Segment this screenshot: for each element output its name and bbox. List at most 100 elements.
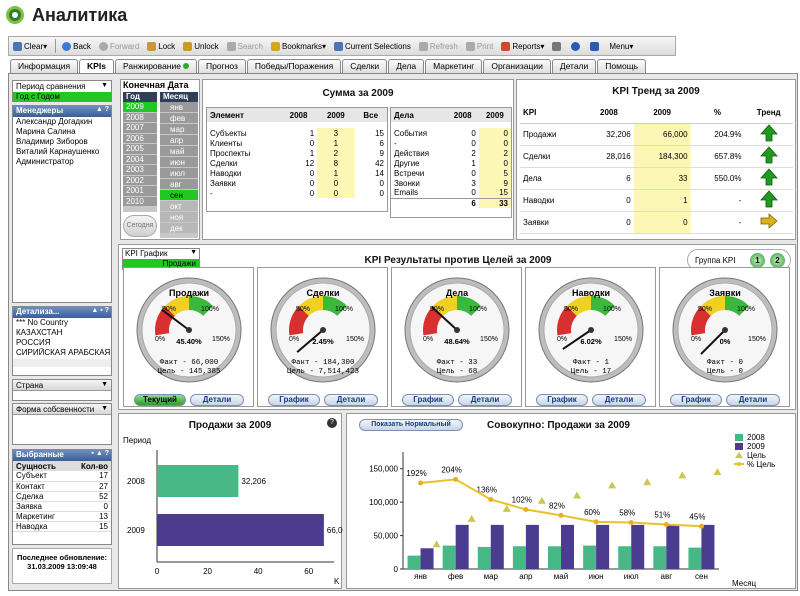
dropdown-arrow-icon[interactable]: ▼: [101, 405, 108, 412]
month-item[interactable]: ноя: [160, 212, 198, 223]
bar-2008[interactable]: [477, 546, 491, 569]
refresh-button[interactable]: Refresh: [418, 41, 458, 51]
country-listbox[interactable]: Страна ▼: [12, 379, 112, 401]
unlock-button[interactable]: Unlock: [183, 41, 219, 51]
month-item[interactable]: янв: [160, 102, 198, 113]
kpi-group-2-button[interactable]: 2: [770, 253, 785, 268]
table-row[interactable]: Сделки 12 8 42: [210, 158, 384, 168]
bar[interactable]: [157, 514, 324, 546]
table-row[interactable]: Звонки 3 9: [391, 178, 511, 188]
table-row[interactable]: Наводки 0 1 14: [210, 168, 384, 178]
gauge-chart-button[interactable]: Текущий: [134, 394, 186, 406]
manager-item[interactable]: Александр Догадкин: [16, 117, 93, 126]
bar-2008[interactable]: [618, 546, 632, 569]
table-row[interactable]: Субъекты 1 3 15: [210, 128, 384, 138]
back-button[interactable]: Back: [62, 41, 91, 51]
month-item[interactable]: июн: [160, 157, 198, 168]
manager-item[interactable]: Марина Салина: [16, 127, 76, 136]
bookmarks-button[interactable]: Bookmarks ▾: [271, 41, 326, 51]
header-controls-icon[interactable]: ▲ ▪ ?: [91, 307, 109, 314]
search-button[interactable]: Search: [226, 41, 263, 51]
year-item[interactable]: 2002: [123, 175, 157, 186]
print-button[interactable]: Print: [465, 41, 493, 51]
table-row[interactable]: Клиенты 0 1 6: [210, 138, 384, 148]
gauge-chart-button[interactable]: График: [670, 394, 722, 406]
bar[interactable]: [157, 465, 239, 497]
tab-6[interactable]: Дела: [388, 59, 425, 73]
bar-2008[interactable]: [653, 546, 667, 569]
table-row[interactable]: Проспекты 1 2 9: [210, 148, 384, 158]
table-row[interactable]: Дела 6 33 550.0%: [520, 167, 793, 189]
header-controls-icon[interactable]: ▪ ▲ ?: [91, 450, 109, 457]
month-item[interactable]: фев: [160, 113, 198, 124]
tab-7[interactable]: Маркетинг: [425, 59, 483, 73]
current-selections-button[interactable]: Current Selections: [334, 41, 411, 51]
tab-8[interactable]: Организации: [483, 59, 551, 73]
table-row[interactable]: Emails 0 15: [391, 188, 511, 198]
detail-item[interactable]: КАЗАХСТАН: [16, 328, 63, 337]
year-item[interactable]: 2007: [123, 123, 157, 134]
month-item[interactable]: авг: [160, 179, 198, 190]
tab-0[interactable]: Информация: [10, 59, 79, 73]
scrollbar[interactable]: [13, 359, 111, 367]
dropdown-arrow-icon[interactable]: ▼: [101, 381, 108, 388]
detail-item[interactable]: *** No Country: [16, 318, 69, 327]
tools-button[interactable]: [552, 41, 563, 51]
dropdown-arrow-icon[interactable]: ▼: [190, 249, 197, 256]
table-row[interactable]: Действия 2 2: [391, 148, 511, 158]
ownership-listbox[interactable]: Форма собсвенности ▼: [12, 403, 112, 445]
tab-9[interactable]: Детали: [551, 59, 597, 73]
bar-2009[interactable]: [596, 524, 610, 569]
kpi-chart-select[interactable]: KPI График ▼ Продажи: [122, 248, 200, 270]
gauge-details-button[interactable]: Детали: [458, 394, 512, 406]
bar-2009[interactable]: [666, 524, 680, 569]
gauge-details-button[interactable]: Детали: [592, 394, 646, 406]
year-item[interactable]: 2010: [123, 196, 157, 207]
table-row[interactable]: Встречи 0 5: [391, 168, 511, 178]
tab-5[interactable]: Сделки: [342, 59, 388, 73]
year-item[interactable]: 2005: [123, 144, 157, 155]
gauge-details-button[interactable]: Детали: [324, 394, 378, 406]
manager-item[interactable]: Администратор: [16, 157, 74, 166]
clear-button[interactable]: Clear ▾: [13, 41, 47, 51]
bar-2008[interactable]: [583, 545, 597, 569]
manager-item[interactable]: Владимир Зиборов: [16, 137, 88, 146]
context-help-button[interactable]: [590, 41, 601, 51]
month-item[interactable]: июл: [160, 168, 198, 179]
bar-2008[interactable]: [442, 545, 456, 569]
month-item[interactable]: апр: [160, 135, 198, 146]
lock-button[interactable]: Lock: [147, 41, 175, 51]
month-item[interactable]: сен: [160, 190, 198, 201]
table-row[interactable]: Наводки 0 1-: [520, 189, 793, 211]
table-row[interactable]: Заявки 0 0 0: [210, 178, 384, 188]
dropdown-arrow-icon[interactable]: ▼: [101, 82, 108, 89]
manager-item[interactable]: Виталий Карнаушенко: [16, 147, 100, 156]
show-normal-button[interactable]: Показать Нормальный: [359, 419, 463, 431]
gauge-details-button[interactable]: Детали: [190, 394, 244, 406]
tab-1[interactable]: KPIs: [79, 59, 114, 73]
help-button[interactable]: [571, 41, 582, 51]
gauge-chart-button[interactable]: График: [536, 394, 588, 406]
month-item[interactable]: окт: [160, 201, 198, 212]
bar-2008[interactable]: [548, 546, 561, 569]
year-item[interactable]: 2009: [123, 102, 157, 113]
search-icon[interactable]: ▲ ?: [95, 106, 109, 113]
tab-4[interactable]: Победы/Поражения: [246, 59, 342, 73]
kpi-chart-select-value[interactable]: Продажи: [123, 259, 199, 269]
menu-button[interactable]: Menu ▾: [609, 41, 634, 51]
year-item[interactable]: 2008: [123, 112, 157, 123]
bar-2009[interactable]: [561, 524, 574, 569]
detail-item[interactable]: РОССИЯ: [16, 338, 51, 347]
bar-2009[interactable]: [631, 524, 645, 569]
table-row[interactable]: Сделки 28,016 184,300 657.8%: [520, 145, 793, 167]
comparison-period-value[interactable]: Год с Годом: [13, 92, 111, 102]
bar-2009[interactable]: [420, 548, 434, 569]
bar-2008[interactable]: [512, 546, 526, 569]
gauge-chart-button[interactable]: График: [268, 394, 320, 406]
bar-2009[interactable]: [701, 524, 715, 569]
help-icon[interactable]: ?: [327, 418, 337, 428]
year-item[interactable]: 2004: [123, 154, 157, 165]
month-item[interactable]: май: [160, 146, 198, 157]
